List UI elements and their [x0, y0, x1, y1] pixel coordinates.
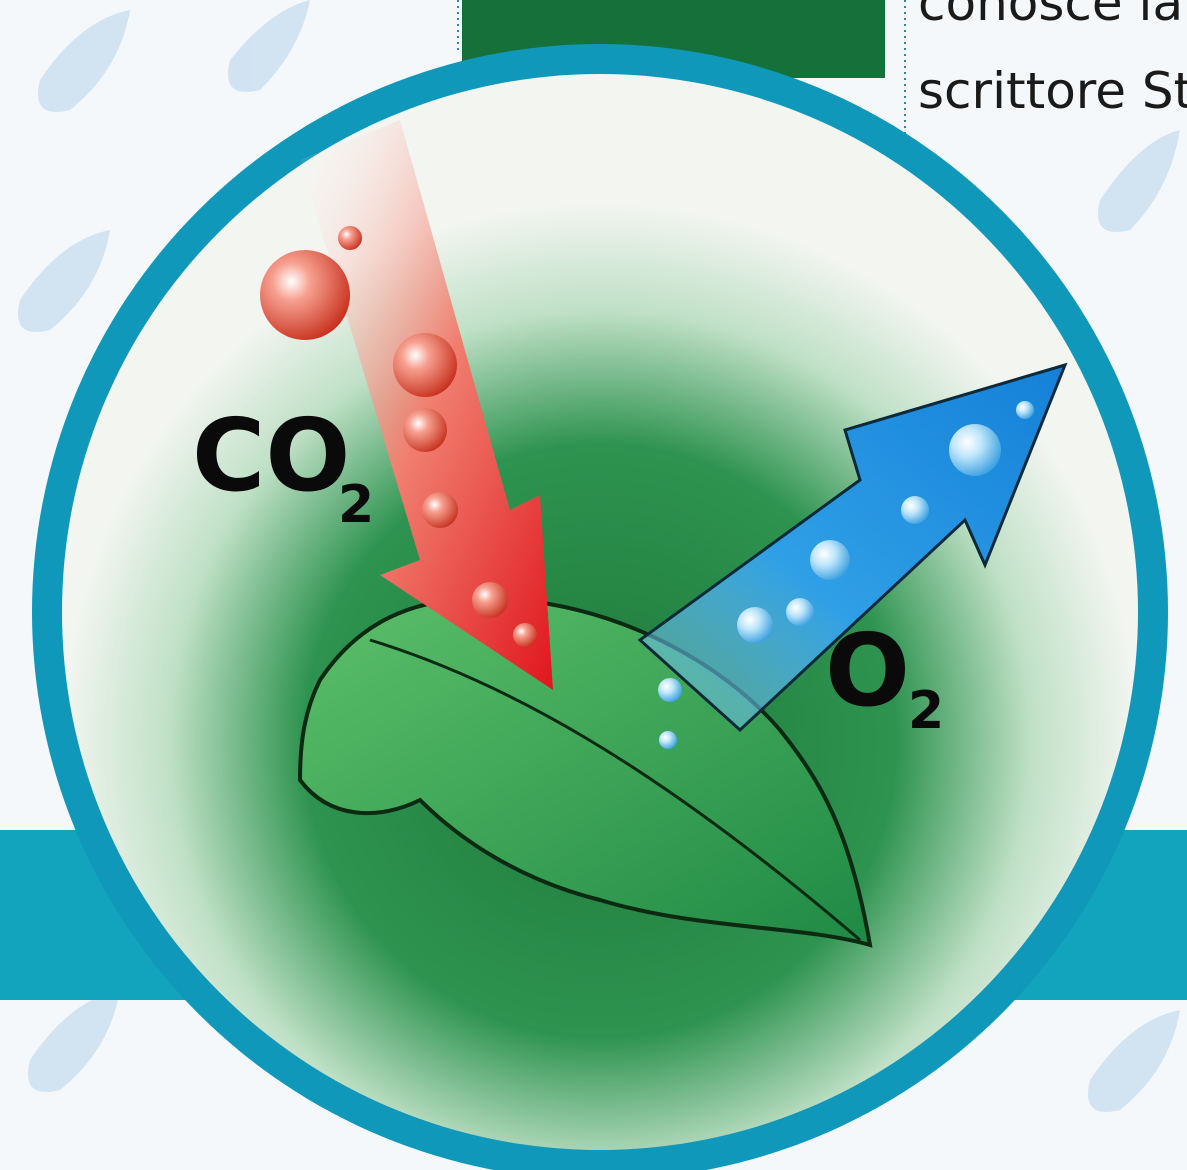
caption-line: scrittore Stefan	[918, 62, 1187, 120]
page: conosce la ser scrittore Stefan CO 2 O 2…	[0, 0, 1187, 1170]
co2-label: CO	[192, 397, 350, 514]
circle-inner	[62, 74, 1138, 1150]
o2-subscript: 2	[908, 681, 944, 741]
o2-label: O	[825, 612, 910, 729]
caption-line: conosce la ser	[918, 0, 1187, 32]
co2-subscript: 2	[338, 475, 374, 535]
illustration: conosce la ser scrittore Stefan CO 2 O 2	[0, 0, 1187, 1170]
